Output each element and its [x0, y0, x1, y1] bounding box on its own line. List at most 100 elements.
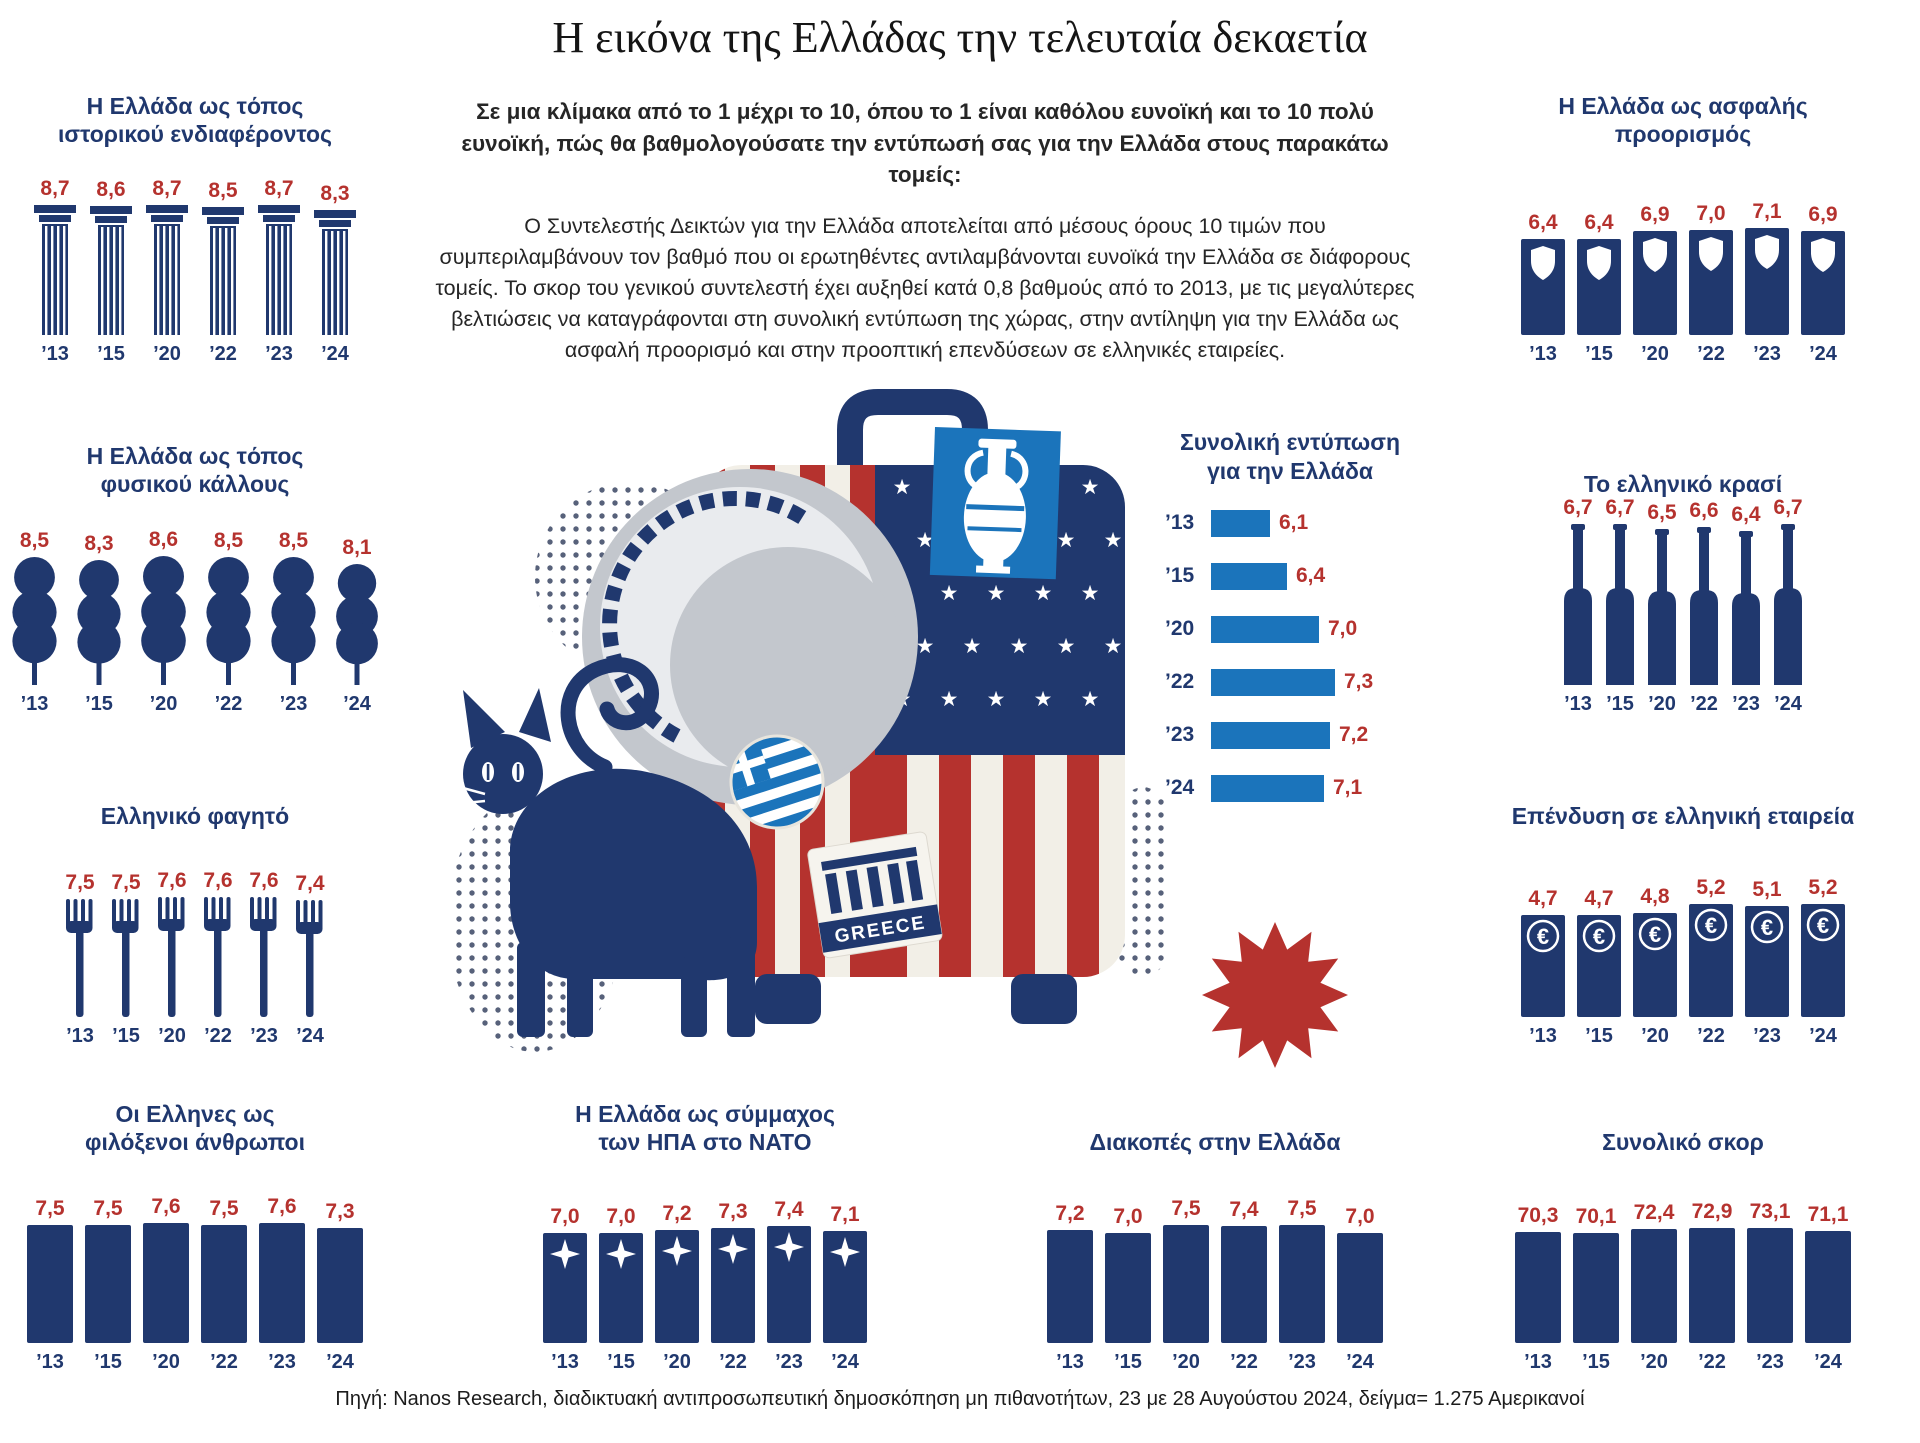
chart-bars: 6,4 ’13 6,4 ’15 6,9 ’20 7,0 ’22 7,1 — [1498, 156, 1868, 366]
svg-text:€: € — [1761, 915, 1773, 940]
bar-value-label: 7,3 — [325, 1200, 355, 1223]
chart-title: Ελληνικό φαγητό — [100, 802, 290, 829]
bar-value-label: 7,5 — [93, 1197, 123, 1220]
bar-year-label: ’23 — [265, 343, 293, 365]
bar-year-label: ’13 — [36, 1351, 64, 1373]
bar-year-label: ’22 — [210, 1351, 238, 1373]
bar-year-label: ’13 — [20, 693, 49, 715]
chart-bar: 7,1 ’23 — [1745, 200, 1789, 366]
chart-title: Οι Ελληνες ως φιλόξενοι άνθρωποι — [85, 1100, 305, 1155]
bar-value-label: 7,6 — [203, 869, 233, 892]
chart-overall-impression: Συνολική εντύπωση για την Ελλάδα ’13 6,1… — [1165, 428, 1415, 828]
bar-icon — [1047, 1230, 1093, 1343]
intro-body: Ο Συντελεστής Δεικτών για την Ελλάδα απο… — [435, 213, 1415, 363]
euro-bar-icon: € — [1633, 913, 1677, 1017]
chart-bar: 5,2 € ’24 — [1801, 876, 1845, 1048]
bar-year-label: ’22 — [1230, 1351, 1258, 1373]
nato-star-bar-icon — [767, 1226, 811, 1343]
chart-bar: 7,5 ’22 — [201, 1197, 247, 1374]
column-icon — [146, 205, 188, 335]
row-bar — [1211, 509, 1270, 537]
bar-value-label: 7,6 — [151, 1195, 181, 1218]
bar-year-label: ’13 — [551, 1351, 579, 1373]
bar-icon — [27, 1225, 73, 1343]
bar-icon — [1573, 1233, 1619, 1343]
bar-value-label: 6,6 — [1689, 499, 1719, 522]
bar-year-label: ’15 — [97, 343, 125, 365]
wine-bottle-icon — [1732, 531, 1760, 685]
suitcase-handle — [837, 389, 988, 477]
chart-bars: 8,7 ’13 8,6 ’15 8,7 ’20 8,5 — [10, 156, 380, 366]
chart-bars: 7,0 ’13 7,0 ’15 7,2 ’20 7,3 ’22 7,4 — [520, 1164, 890, 1374]
bar-value-label: 4,7 — [1584, 887, 1614, 910]
intro-block: Σε μια κλίμακα από το 1 μέχρι το 10, όπο… — [430, 96, 1420, 366]
bar-value-label: 6,9 — [1808, 203, 1838, 226]
svg-text:€: € — [1593, 924, 1605, 949]
bar-year-label: ’22 — [204, 1025, 232, 1047]
bar-year-label: ’24 — [296, 1025, 324, 1047]
bar-value-label: 6,7 — [1773, 496, 1803, 519]
chart-bars: 7,2 ’13 7,0 ’15 7,5 ’20 7,4 ’22 7,5 ’23 … — [1030, 1164, 1400, 1374]
svg-text:€: € — [1537, 924, 1549, 949]
chart-bar: 7,1 ’24 — [823, 1203, 867, 1374]
bar-value-label: 70,3 — [1517, 1204, 1559, 1227]
bar-value-label: 8,6 — [96, 178, 126, 201]
svg-text:★: ★ — [987, 582, 1006, 605]
chart-bar: 73,1 ’23 — [1747, 1200, 1793, 1374]
row-year-label: ’13 — [1165, 511, 1195, 534]
chart-title: Συνολικό σκορ — [1602, 1128, 1764, 1155]
bar-value-label: 8,7 — [152, 177, 182, 200]
chart-bar: 8,3 ’24 — [313, 182, 357, 366]
nato-star-bar-icon — [599, 1233, 643, 1343]
bar-year-label: ’24 — [1809, 343, 1837, 365]
bar-year-label: ’15 — [112, 1025, 140, 1047]
chart-bar: 7,5 ’15 — [109, 871, 143, 1048]
chart-bar: 6,7 ’13 — [1563, 496, 1593, 716]
bar-value-label: 7,6 — [157, 869, 187, 892]
bar-value-label: 7,5 — [1171, 1197, 1201, 1220]
chart-bar: 6,9 ’24 — [1801, 203, 1845, 366]
nato-star-bar-icon — [543, 1233, 587, 1343]
bar-value-label: 6,4 — [1731, 503, 1761, 526]
bar-year-label: ’23 — [250, 1025, 278, 1047]
bar-value-label: 6,7 — [1563, 496, 1593, 519]
bar-year-label: ’22 — [719, 1351, 747, 1373]
tree-icon — [271, 557, 316, 685]
chart-bar: 5,1 € ’23 — [1745, 878, 1789, 1048]
chart-bar: 7,0 ’15 — [599, 1205, 643, 1374]
row-year-label: ’15 — [1165, 564, 1195, 587]
bar-year-label: ’23 — [279, 693, 308, 715]
bar-value-label: 6,7 — [1605, 496, 1635, 519]
wine-bottle-icon — [1648, 529, 1676, 685]
bar-value-label: 7,0 — [1696, 202, 1726, 225]
bar-year-label: ’20 — [1641, 1025, 1669, 1047]
chart-bar: 5,2 € ’22 — [1689, 876, 1733, 1048]
bar-icon — [85, 1225, 131, 1343]
chart-title: Επένδυση σε ελληνική εταιρεία — [1511, 802, 1855, 829]
row-year-label: ’23 — [1165, 723, 1195, 746]
bar-value-label: 7,5 — [111, 871, 141, 894]
svg-text:★: ★ — [1057, 529, 1076, 552]
euro-bar-icon: € — [1577, 915, 1621, 1017]
bar-year-label: ’24 — [326, 1351, 354, 1373]
fork-icon — [250, 897, 277, 1017]
bar-year-label: ’20 — [1640, 1351, 1668, 1373]
row-bar — [1211, 668, 1335, 696]
chart-bars: 7,5 ’13 7,5 ’15 7,6 ’20 7,5 ’22 7,6 ’23 … — [10, 1164, 380, 1374]
row-value-label: 7,1 — [1333, 776, 1363, 799]
bar-value-label: 4,7 — [1528, 887, 1558, 910]
bar-value-label: 7,4 — [774, 1198, 804, 1221]
chart-bar: 7,6 ’23 — [259, 1195, 305, 1374]
bar-icon — [1747, 1228, 1793, 1343]
svg-text:★: ★ — [916, 635, 935, 658]
bar-year-label: ’24 — [1774, 693, 1802, 715]
chart-bar: 8,7 ’13 — [33, 177, 77, 366]
chart-bar: 6,6 ’22 — [1689, 499, 1719, 716]
chart-bar: 7,0 ’13 — [543, 1205, 587, 1374]
bar-year-label: ’24 — [1346, 1351, 1374, 1373]
tree-icon — [77, 560, 121, 685]
bar-icon — [1515, 1232, 1561, 1343]
chart-bar: 6,9 ’20 — [1633, 203, 1677, 366]
bar-year-label: ’23 — [268, 1351, 296, 1373]
